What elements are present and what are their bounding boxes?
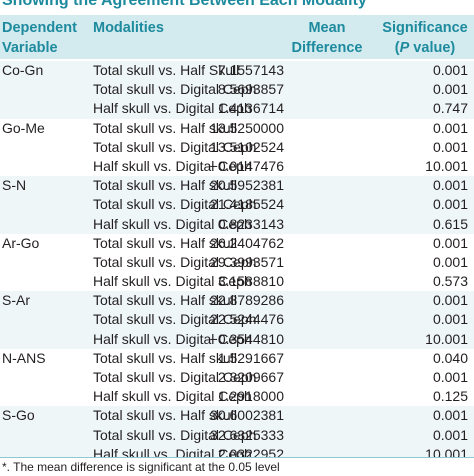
table-row: Total skull vs. Digital Ceph 29.3993571 0.… bbox=[0, 253, 474, 272]
table-row: Half skull vs. Digital Ceph −0.0147476 10.… bbox=[0, 157, 474, 176]
header-significance-label: Significance bbox=[382, 20, 468, 36]
table-row: Co-Gn Total skull vs. Half Skull 7.1557143… bbox=[0, 61, 474, 81]
cell-modality: Total skull vs. Half skull bbox=[93, 177, 237, 194]
cell-significance: 0.040 bbox=[432, 349, 468, 366]
cell-mean-difference: 1.2918000 bbox=[217, 388, 284, 405]
cell-modality: Half skull vs. Digital Ceph bbox=[93, 388, 252, 405]
table-row: Half skull vs. Digital Ceph 1.2918000 0.12… bbox=[0, 387, 474, 406]
table-row: S-Ar Total skull vs. Half skull 22.8789286… bbox=[0, 291, 474, 311]
cell-dependent-variable: N-ANS bbox=[2, 349, 46, 366]
table-row: Half skull vs. Digital Ceph 1.4136714 0.74… bbox=[0, 99, 474, 119]
table-row: Total skull vs. Digital Ceph 32.6325333 0.… bbox=[0, 425, 474, 445]
cell-significance: 0.001 bbox=[432, 234, 468, 251]
header-mean-difference: Mean Difference bbox=[291, 20, 363, 56]
header-significance-tail: value) bbox=[409, 40, 456, 56]
cell-significance: 0.615 bbox=[432, 215, 468, 232]
table-row: Total skull vs. Digital Ceph 22.5244476 0.… bbox=[0, 310, 474, 330]
cell-significance: 0.001 bbox=[432, 253, 468, 270]
table-row: Half skull vs. Digital Ceph 3.1588810 0.57… bbox=[0, 272, 474, 291]
cell-modality: Total skull vs. Half skull bbox=[93, 292, 237, 309]
cell-significance: 0.001 bbox=[432, 369, 468, 385]
cell-modality: Total skull vs. Half Skull bbox=[93, 62, 240, 78]
cell-mean-difference: 30.6002381 bbox=[210, 407, 284, 424]
cell-mean-difference: 32.6325333 bbox=[210, 426, 284, 443]
table-footnote: *. The mean difference is significant at… bbox=[0, 457, 474, 476]
cell-significance: 0.001 bbox=[432, 292, 468, 309]
cell-mean-difference: 13.5102524 bbox=[210, 138, 284, 155]
table-row: Half skull vs. Digital Ceph 0.8233143 0.61… bbox=[0, 214, 474, 234]
cell-mean-difference: 20.5952381 bbox=[210, 177, 284, 194]
cell-modality: Total skull vs. Digital Ceph bbox=[93, 81, 257, 98]
cell-dependent-variable: S-N bbox=[2, 177, 27, 194]
cell-modality: Half skull vs. Digital Ceph bbox=[93, 273, 252, 290]
header-significance-p: P bbox=[399, 40, 410, 56]
cell-significance: 0.001 bbox=[432, 138, 468, 155]
cell-modality: Total skull vs. Digital Ceph bbox=[93, 311, 257, 328]
cell-mean-difference: 8.5693857 bbox=[217, 81, 284, 98]
cell-mean-difference: 21.4185524 bbox=[210, 196, 284, 213]
cell-mean-difference: 0.8233143 bbox=[217, 215, 284, 232]
cell-significance: 0.001 bbox=[432, 407, 468, 424]
table-row: S-Go Total skull vs. Half skull 30.6002381… bbox=[0, 406, 474, 426]
cell-significance: 0.001 bbox=[432, 119, 468, 136]
table-row: Ar-Go Total skull vs. Half skull 26.240476… bbox=[0, 234, 474, 253]
table-row: Total skull vs. Digital Ceph 13.5102524 0.… bbox=[0, 138, 474, 157]
cell-mean-difference: 2.8209667 bbox=[217, 369, 284, 385]
cell-mean-difference: 22.8789286 bbox=[210, 292, 284, 309]
cell-modality: Half skull vs. Digital Ceph bbox=[93, 100, 252, 117]
table-body: Co-Gn Total skull vs. Half Skull 7.1557143… bbox=[0, 61, 474, 464]
cell-significance: 0.747 bbox=[432, 100, 468, 117]
cell-modality: Total skull vs. Half skull bbox=[93, 234, 237, 251]
cell-dependent-variable: Ar-Go bbox=[2, 234, 40, 251]
header-significance: Significance (P value) bbox=[376, 18, 474, 58]
table-row: Total skull vs. Digital Ceph 21.4185524 0.… bbox=[0, 195, 474, 215]
cell-modality: Total skull vs. Digital Ceph bbox=[93, 369, 257, 385]
table-row: Total skull vs. Digital Ceph 2.8209667 0.0… bbox=[0, 368, 474, 387]
cell-significance: 0.573 bbox=[432, 273, 468, 290]
cell-significance: 0.001 bbox=[432, 177, 468, 194]
cell-modality: Total skull vs. Half skull bbox=[93, 407, 237, 424]
table-title: Showing the Agreement Between Each Modal… bbox=[0, 0, 474, 11]
cell-mean-difference: 1.5291667 bbox=[217, 349, 284, 366]
cell-dependent-variable: Go-Me bbox=[2, 119, 45, 136]
cell-modality: Half skull vs. Digital Ceph bbox=[93, 215, 252, 232]
cell-significance: 0.001 bbox=[432, 196, 468, 213]
cell-modality: Total skull vs. Digital Ceph bbox=[93, 196, 257, 213]
cell-mean-difference: 7.1557143 bbox=[217, 62, 284, 78]
cell-modality: Half skull vs. Digital Ceph bbox=[93, 330, 252, 347]
cell-modality: Total skull vs. Half skull bbox=[93, 349, 237, 366]
cell-significance: 0.125 bbox=[432, 388, 468, 405]
table-row: S-N Total skull vs. Half skull 20.5952381 0… bbox=[0, 176, 474, 196]
table-row: Total skull vs. Digital Ceph 8.5693857 0.0… bbox=[0, 80, 474, 100]
header-significance-open: ( bbox=[394, 40, 400, 56]
table-row: Half skull vs. Digital Ceph −0.3544810 10.… bbox=[0, 329, 474, 349]
cell-dependent-variable: S-Go bbox=[2, 407, 35, 424]
cell-mean-difference: −0.3544810 bbox=[209, 330, 284, 347]
cell-significance: 10.001 bbox=[425, 330, 468, 347]
cell-mean-difference: −0.0147476 bbox=[209, 157, 284, 174]
cell-dependent-variable: Co-Gn bbox=[2, 62, 44, 78]
cell-mean-difference: 26.2404762 bbox=[210, 234, 284, 251]
cell-significance: 0.001 bbox=[432, 426, 468, 443]
table-row: N-ANS Total skull vs. Half skull 1.5291667… bbox=[0, 349, 474, 368]
cell-mean-difference: 1.4136714 bbox=[217, 100, 284, 117]
cell-modality: Total skull vs. Digital Ceph bbox=[93, 138, 257, 155]
cell-modality: Total skull vs. Digital Ceph bbox=[93, 426, 257, 443]
table-row: Go-Me Total skull vs. Half skull 13.525000… bbox=[0, 119, 474, 138]
cell-mean-difference: 3.1588810 bbox=[217, 273, 284, 290]
header-dependent-variable: Dependent Variable bbox=[2, 20, 77, 56]
cell-mean-difference: 22.5244476 bbox=[210, 311, 284, 328]
cell-mean-difference: 13.5250000 bbox=[210, 119, 284, 136]
cell-dependent-variable: S-Ar bbox=[2, 292, 30, 309]
cell-significance: 10.001 bbox=[425, 157, 468, 174]
table-header: Dependent Variable Modalities Mean Diffe… bbox=[0, 15, 474, 59]
header-modalities: Modalities bbox=[93, 20, 164, 36]
cell-modality: Total skull vs. Half skull bbox=[93, 119, 237, 136]
cell-modality: Half skull vs. Digital Ceph bbox=[93, 157, 252, 174]
cell-significance: 0.001 bbox=[432, 62, 468, 78]
cell-mean-difference: 29.3993571 bbox=[210, 253, 284, 270]
cell-modality: Total skull vs. Digital Ceph bbox=[93, 253, 257, 270]
cell-significance: 0.001 bbox=[432, 81, 468, 98]
cell-significance: 0.001 bbox=[432, 311, 468, 328]
